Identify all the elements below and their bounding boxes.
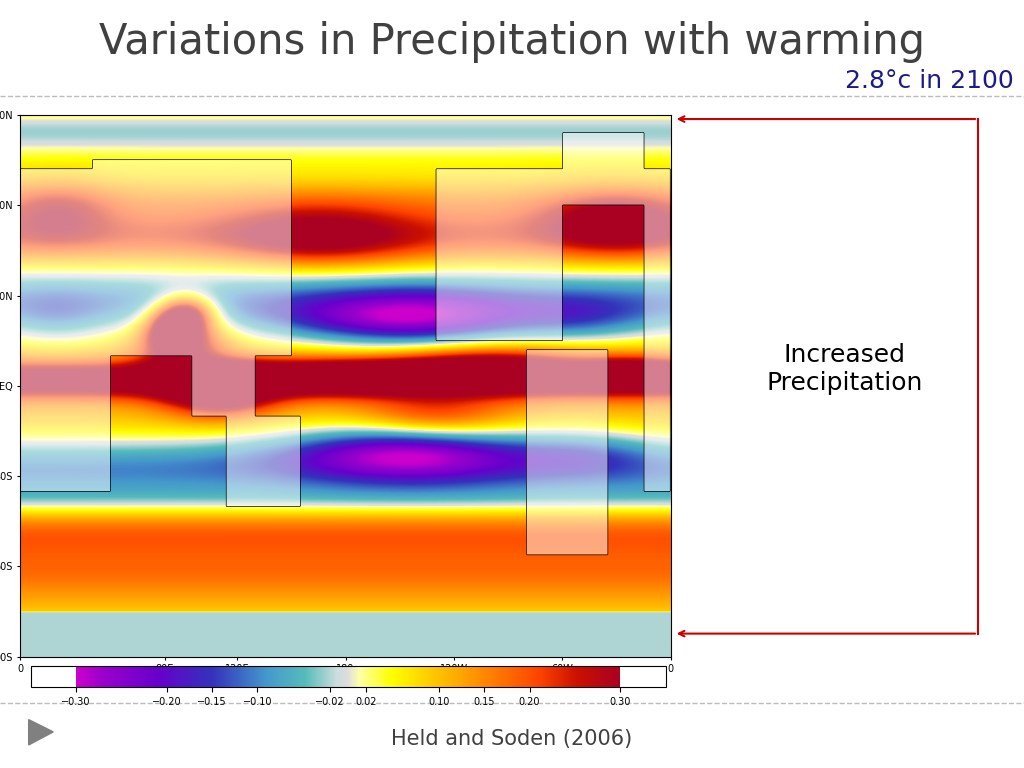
Text: 2.8°c in 2100: 2.8°c in 2100 xyxy=(845,68,1014,93)
Text: Increased
Precipitation: Increased Precipitation xyxy=(767,343,923,395)
Text: Held and Soden (2006): Held and Soden (2006) xyxy=(391,729,633,749)
Text: Variations in Precipitation with warming: Variations in Precipitation with warming xyxy=(99,22,925,63)
Polygon shape xyxy=(29,720,53,745)
